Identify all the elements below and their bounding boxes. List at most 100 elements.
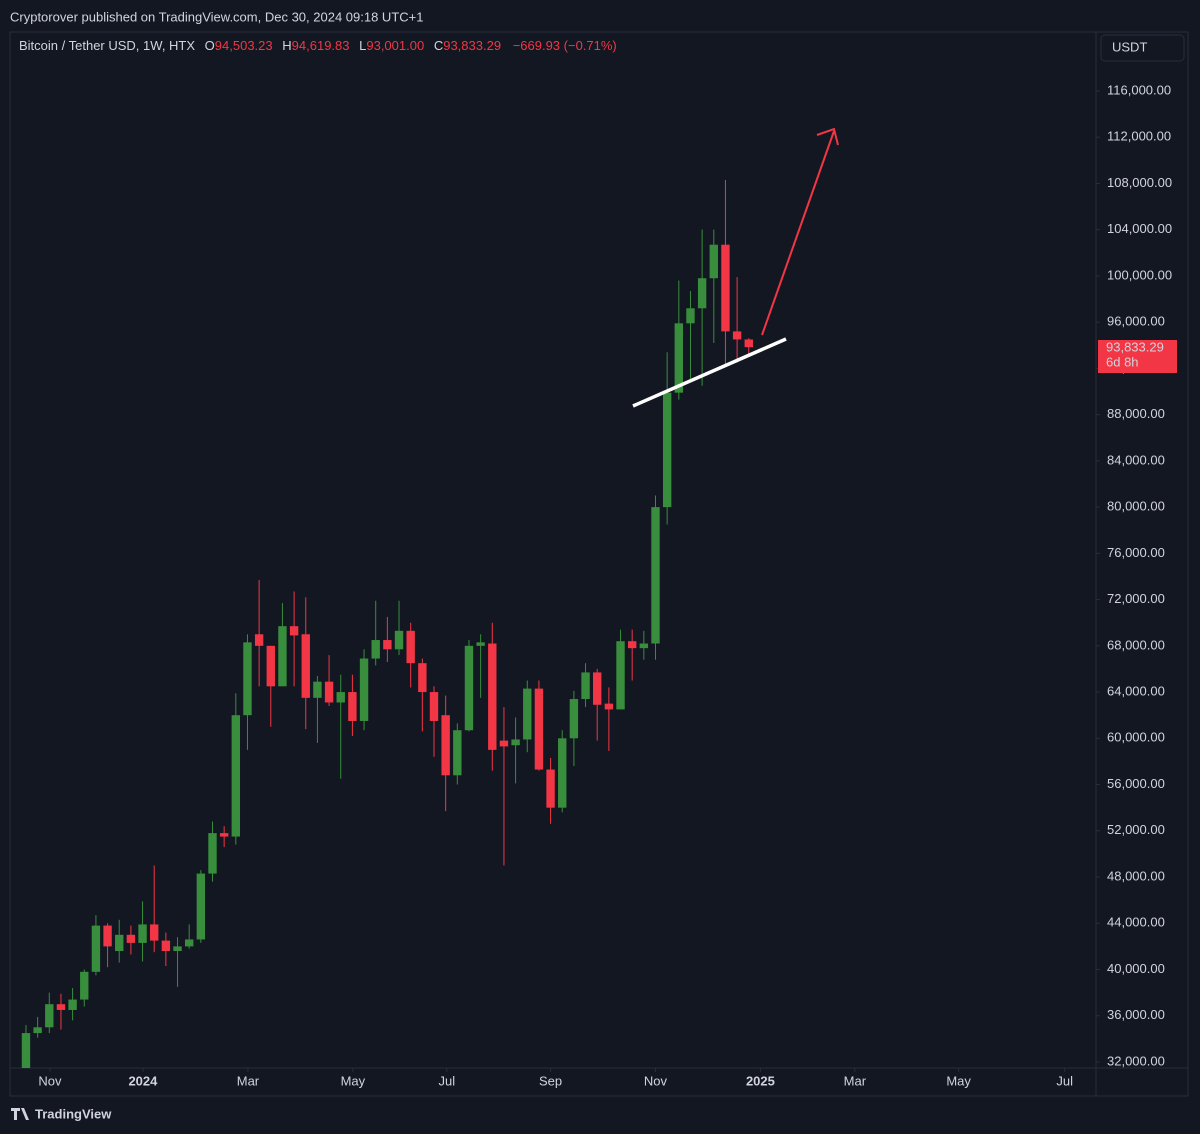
candle-body bbox=[383, 640, 392, 650]
candle-body bbox=[254, 634, 264, 646]
y-tick-label: 56,000.00 bbox=[1107, 776, 1165, 791]
candle-body bbox=[56, 1004, 66, 1010]
candle-body bbox=[558, 738, 567, 808]
candle-body bbox=[196, 873, 206, 940]
countdown: 6d 8h bbox=[1106, 354, 1139, 369]
x-tick-label: 2024 bbox=[128, 1073, 158, 1088]
candle-body bbox=[709, 244, 718, 279]
y-tick-label: 60,000.00 bbox=[1107, 730, 1165, 745]
candle-body bbox=[219, 833, 229, 837]
candle-body bbox=[523, 688, 532, 740]
y-tick-label: 100,000.00 bbox=[1107, 267, 1172, 282]
last-price: 93,833.29 bbox=[1106, 339, 1164, 354]
arrow-head bbox=[816, 127, 839, 146]
candle-body bbox=[534, 688, 544, 770]
candle-body bbox=[546, 769, 555, 808]
ohlc-key: H bbox=[282, 38, 291, 53]
candle-body bbox=[184, 939, 194, 947]
candle-body bbox=[371, 640, 380, 659]
candle-body bbox=[429, 692, 439, 721]
published-note: Cryptorover published on TradingView.com… bbox=[10, 9, 423, 24]
symbol-header: Bitcoin / Tether USD, 1W, HTX O94,503.23… bbox=[19, 38, 617, 53]
ohlc-value: 94,503.23 bbox=[215, 38, 273, 53]
candle-body bbox=[464, 645, 474, 731]
change: −669.93 (−0.71%) bbox=[513, 38, 617, 53]
candle-body bbox=[173, 946, 182, 952]
candle-body bbox=[336, 692, 345, 703]
candle-body bbox=[348, 692, 357, 721]
ohlc-value: 93,833.29 bbox=[443, 38, 501, 53]
ohlc-key: L bbox=[359, 38, 366, 53]
currency[interactable]: USDT bbox=[1112, 39, 1147, 54]
y-tick-label: 96,000.00 bbox=[1107, 314, 1165, 329]
ohlc-key: C bbox=[434, 38, 443, 53]
x-tick-label: Nov bbox=[644, 1073, 668, 1088]
candle-body bbox=[161, 940, 171, 952]
y-tick-label: 32,000.00 bbox=[1107, 1053, 1165, 1068]
x-tick-label: May bbox=[341, 1073, 366, 1088]
candle-body bbox=[289, 626, 299, 636]
ohlc-key: O bbox=[205, 38, 215, 53]
arrow bbox=[761, 127, 839, 336]
candle-body bbox=[21, 1033, 31, 1068]
y-tick-label: 68,000.00 bbox=[1107, 637, 1165, 652]
y-tick-label: 84,000.00 bbox=[1107, 452, 1165, 467]
candle-body bbox=[569, 699, 579, 739]
candle-body bbox=[488, 643, 497, 750]
x-tick-label: Nov bbox=[38, 1073, 62, 1088]
plot-area bbox=[21, 179, 753, 1068]
x-tick-label: 2025 bbox=[746, 1073, 775, 1088]
y-tick-label: 48,000.00 bbox=[1107, 868, 1165, 883]
x-tick-label: Sep bbox=[539, 1073, 562, 1088]
x-tick-label: Mar bbox=[237, 1073, 260, 1088]
candle-body bbox=[744, 339, 753, 348]
axes: 32,000.00 36,000.00 40,000.00 44,000.00 48,0… bbox=[38, 82, 1172, 1088]
y-tick-label: 36,000.00 bbox=[1107, 1007, 1165, 1022]
candle-body bbox=[697, 278, 707, 309]
y-tick-label: 116,000.00 bbox=[1107, 82, 1171, 97]
x-tick-label: Mar bbox=[844, 1073, 867, 1088]
candle-body bbox=[115, 934, 124, 952]
y-tick-label: 76,000.00 bbox=[1107, 545, 1165, 560]
candle-body bbox=[476, 642, 485, 646]
trend-line bbox=[632, 337, 787, 408]
candle-body bbox=[324, 681, 334, 703]
candle-body bbox=[453, 730, 462, 776]
last-price-box bbox=[1098, 340, 1177, 373]
candle-body bbox=[208, 833, 217, 874]
y-tick-label: 52,000.00 bbox=[1107, 822, 1165, 837]
candle-body bbox=[418, 663, 427, 693]
y-tick-label: 88,000.00 bbox=[1107, 406, 1165, 421]
y-tick-label: 40,000.00 bbox=[1107, 961, 1165, 976]
candle-body bbox=[511, 739, 520, 746]
y-tick-label: 108,000.00 bbox=[1107, 175, 1172, 190]
candle-body bbox=[80, 971, 89, 1000]
currency-button[interactable] bbox=[1100, 34, 1185, 62]
candle-body bbox=[138, 924, 147, 943]
candle-body bbox=[231, 715, 241, 837]
candle-body bbox=[266, 645, 275, 687]
candle-body bbox=[45, 1004, 54, 1028]
x-tick-label: May bbox=[946, 1073, 971, 1088]
candle-body bbox=[651, 507, 660, 644]
y-tick-label: 64,000.00 bbox=[1107, 684, 1165, 699]
candle-body bbox=[278, 626, 287, 687]
brand: TradingView bbox=[35, 1106, 112, 1121]
candle-body bbox=[313, 681, 322, 698]
candle-body bbox=[301, 634, 310, 698]
candle-body bbox=[674, 323, 684, 393]
candle-body bbox=[150, 924, 159, 941]
candle-body bbox=[91, 925, 101, 972]
candle-body bbox=[581, 672, 590, 700]
candle-body bbox=[627, 641, 637, 649]
candle-body bbox=[406, 630, 415, 664]
y-tick-label: 72,000.00 bbox=[1107, 591, 1165, 606]
candle-body bbox=[68, 999, 77, 1010]
chart-frame bbox=[9, 31, 1189, 1097]
candle-body bbox=[126, 934, 136, 943]
candle-body bbox=[686, 308, 695, 324]
y-tick-label: 112,000.00 bbox=[1107, 129, 1171, 144]
candle-body bbox=[394, 630, 404, 650]
